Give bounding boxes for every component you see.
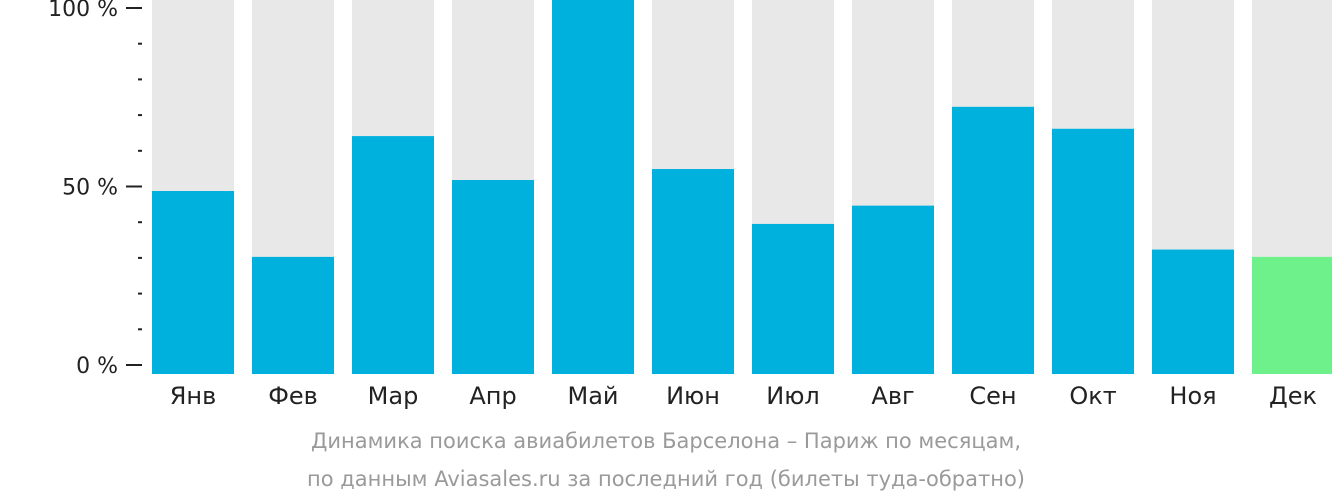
x-tick-label: Апр: [469, 382, 516, 410]
bar-2: [252, 256, 334, 374]
bar-9: [952, 106, 1034, 374]
y-tick-label: 50 %: [62, 176, 118, 201]
x-tick-label: Янв: [170, 382, 217, 410]
x-tick-label: Дек: [1269, 382, 1317, 410]
x-tick-label: Июл: [766, 382, 820, 410]
bar-chart: 0 % 50 % 100 % Янв Фев Мар Апр Май Июн Июл Авг Сен…: [48, 0, 1332, 410]
x-tick-label: Окт: [1069, 382, 1116, 410]
bar-11: [1152, 249, 1234, 374]
bars-group: [152, 0, 1332, 374]
x-axis-labels: Янв Фев Мар Апр Май Июн Июл Авг Сен Окт Ноя Дек: [170, 382, 1317, 410]
bar-4: [452, 180, 534, 374]
bar-3: [352, 136, 434, 374]
chart-caption-line-2: по данным Aviasales.ru за последний год …: [307, 467, 1025, 491]
bar-6: [652, 169, 734, 374]
y-axis: 0 % 50 % 100 %: [48, 0, 142, 379]
bar-5: [552, 0, 634, 374]
bar-10: [1052, 128, 1134, 374]
bar-7: [752, 223, 834, 374]
chart-caption-line-1: Динамика поиска авиабилетов Барселона – …: [310, 429, 1022, 453]
x-tick-label: Май: [567, 382, 618, 410]
x-tick-label: Июн: [666, 382, 720, 410]
x-tick-label: Фев: [268, 382, 318, 410]
x-tick-label: Мар: [368, 382, 419, 410]
bar-12: [1252, 256, 1332, 374]
bar-8: [852, 205, 934, 374]
bar-1: [152, 191, 234, 374]
y-tick-label: 100 %: [48, 0, 118, 22]
x-tick-label: Ноя: [1169, 382, 1216, 410]
x-tick-label: Авг: [871, 382, 914, 410]
x-tick-label: Сен: [969, 382, 1016, 410]
y-tick-label: 0 %: [76, 354, 118, 379]
